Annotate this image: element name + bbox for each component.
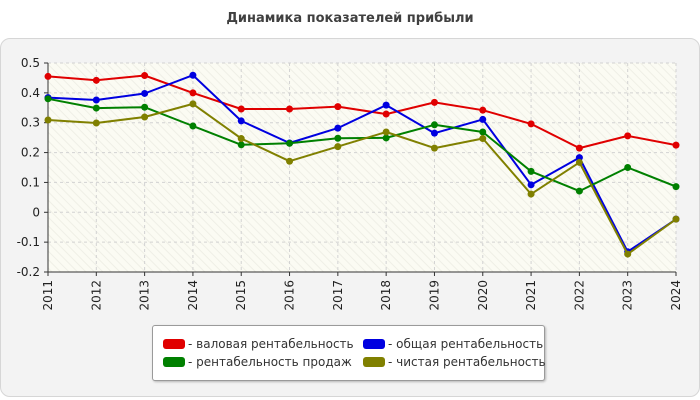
data-point [479, 135, 487, 143]
x-tick-label: 2023 [621, 280, 635, 311]
data-point [44, 72, 52, 80]
data-point [382, 110, 390, 118]
data-point [527, 167, 535, 175]
series-lines [44, 71, 680, 258]
data-point [189, 89, 197, 97]
data-point [141, 103, 149, 111]
data-point [237, 105, 245, 113]
x-tick-label: 2015 [234, 280, 248, 311]
data-point [141, 72, 149, 80]
legend: - валовая рентабельность - общая рентабе… [152, 325, 546, 381]
y-tick-label: 0.4 [21, 86, 40, 100]
data-point [189, 71, 197, 79]
data-point [334, 103, 342, 111]
x-tick-label: 2017 [331, 280, 345, 311]
data-point [672, 183, 680, 191]
series-line-3 [47, 102, 677, 256]
data-point [334, 134, 342, 142]
legend-label-sales-margin: - рентабельность продаж [188, 355, 352, 369]
x-tick-label: 2011 [41, 280, 55, 311]
series-line-2 [47, 97, 677, 193]
data-point [672, 141, 680, 149]
data-point [286, 105, 294, 113]
legend-swatch-sales-margin [163, 357, 185, 367]
data-point [624, 164, 632, 171]
data-point [430, 121, 438, 129]
data-point [92, 104, 100, 112]
data-point [286, 157, 294, 165]
data-point [382, 134, 390, 142]
series-0 [44, 72, 680, 152]
data-point [286, 139, 294, 147]
x-tick-label: 2024 [669, 280, 683, 311]
data-point [624, 132, 632, 140]
legend-item-sales-margin: - рентабельность продаж [163, 353, 363, 371]
data-point [92, 76, 100, 84]
legend-swatch-total-margin [363, 339, 385, 349]
data-point [141, 89, 149, 97]
legend-swatch-net-margin [363, 357, 385, 367]
data-point [479, 128, 487, 136]
x-tick-label: 2021 [524, 280, 538, 311]
y-tick-label: 0 [32, 205, 40, 219]
data-point [92, 96, 100, 104]
legend-label-net-margin: - чистая рентабельность [388, 355, 546, 369]
series-3 [44, 100, 680, 258]
data-point [334, 143, 342, 151]
legend-label-gross-margin: - валовая рентабельность [188, 337, 354, 351]
series-line-0 [47, 74, 677, 150]
series-2 [44, 95, 680, 195]
y-tick-label: -0.1 [17, 235, 40, 249]
data-point [44, 95, 52, 103]
legend-swatch-gross-margin [163, 339, 185, 349]
y-tick-label: 0.3 [21, 116, 40, 130]
data-point [382, 128, 390, 136]
y-tick-label: 0.2 [21, 146, 40, 160]
legend-label-total-margin: - общая рентабельность [388, 337, 544, 351]
x-tick-label: 2018 [379, 280, 393, 311]
data-point [527, 120, 535, 128]
data-point [624, 250, 632, 258]
legend-item-net-margin: - чистая рентабельность [363, 353, 553, 371]
data-point [237, 135, 245, 143]
series-line-1 [47, 74, 677, 253]
legend-item-gross-margin: - валовая рентабельность [163, 335, 363, 353]
data-point [479, 115, 487, 123]
legend-item-total-margin: - общая рентабельность [363, 335, 553, 353]
data-point [479, 106, 487, 114]
x-tick-label: 2020 [476, 280, 490, 311]
data-point [430, 98, 438, 106]
data-point [189, 122, 197, 130]
y-tick-label: -0.2 [17, 265, 40, 279]
data-point [527, 181, 535, 189]
data-point [189, 100, 197, 108]
data-point [672, 215, 680, 223]
data-point [237, 117, 245, 125]
x-tick-label: 2022 [572, 280, 586, 311]
y-tick-label: 0.5 [21, 56, 40, 70]
x-tick-label: 2019 [427, 280, 441, 311]
data-point [141, 113, 149, 121]
y-tick-label: 0.1 [21, 175, 40, 189]
data-point [237, 141, 245, 149]
data-point [334, 124, 342, 132]
x-tick-label: 2013 [138, 280, 152, 311]
data-point [92, 119, 100, 127]
data-point [575, 144, 583, 152]
x-tick-label: 2014 [186, 280, 200, 311]
x-tick-label: 2016 [283, 280, 297, 311]
data-point [527, 190, 535, 198]
data-point [575, 158, 583, 166]
data-point [430, 144, 438, 152]
data-point [575, 187, 583, 195]
chart-title: Динамика показателей прибыли [226, 11, 474, 26]
data-point [430, 129, 438, 137]
data-point [44, 116, 52, 124]
x-tick-label: 2012 [89, 280, 103, 311]
data-point [382, 101, 390, 109]
